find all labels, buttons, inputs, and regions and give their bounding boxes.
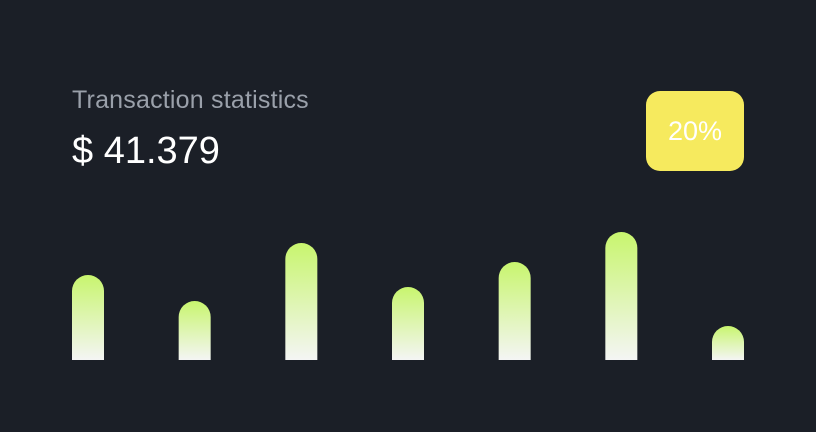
bar-6 <box>605 232 638 360</box>
bar-7 <box>712 326 744 360</box>
bar-3 <box>285 243 318 360</box>
bar-5 <box>498 261 531 360</box>
card-title: Transaction statistics <box>72 86 309 114</box>
bar-2 <box>178 301 211 360</box>
total-amount: $ 41.379 <box>72 130 220 172</box>
percentage-badge: 20% <box>646 91 744 171</box>
bar-4 <box>392 287 424 360</box>
bars-group <box>72 232 744 360</box>
bar-1 <box>72 275 104 360</box>
percentage-badge-label: 20% <box>667 115 723 146</box>
